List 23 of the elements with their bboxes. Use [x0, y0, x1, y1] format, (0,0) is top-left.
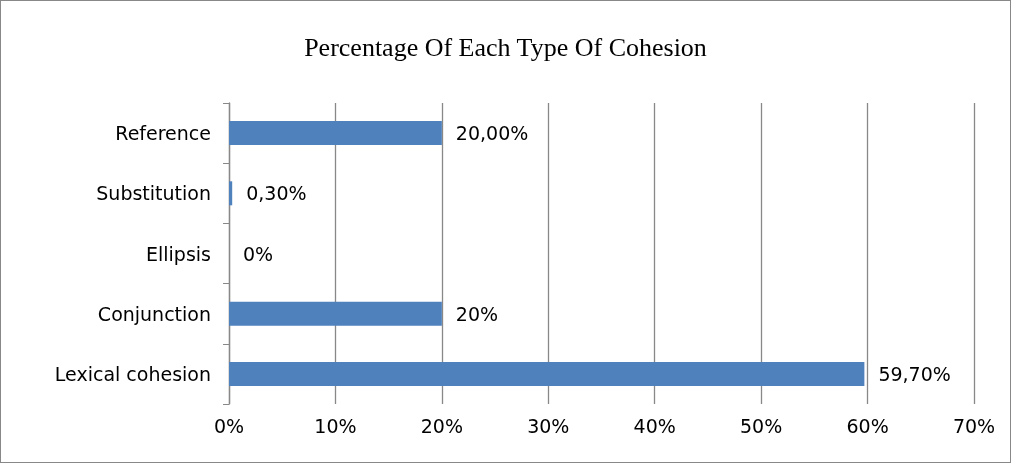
bar	[229, 181, 233, 206]
x-tick-label: 20%	[420, 414, 463, 437]
x-tick-label: 0%	[213, 414, 245, 437]
y-tick-label: Reference	[115, 122, 211, 145]
bar	[229, 361, 865, 386]
x-tick-label: 70%	[952, 414, 996, 437]
y-tick-label: Ellipsis	[146, 242, 211, 265]
x-tick-label: 60%	[846, 414, 889, 437]
data-label: 59,70%	[878, 362, 951, 385]
y-tick-label: Conjunction	[97, 302, 211, 325]
data-label: 0,30%	[246, 182, 307, 205]
y-tick-label: Substitution	[96, 182, 211, 205]
x-tick-label: 50%	[740, 414, 783, 437]
chart-title: Percentage Of Each Type Of Cohesion	[304, 32, 707, 62]
x-tick-label: 40%	[633, 414, 676, 437]
data-label: 20,00%	[455, 122, 529, 145]
y-tick-label: Lexical cohesion	[54, 362, 211, 385]
bar	[229, 301, 442, 326]
x-tick-label: 30%	[527, 414, 570, 437]
data-label: 0%	[243, 242, 274, 265]
bar	[229, 121, 442, 146]
data-label: 20%	[455, 302, 499, 325]
x-tick-label: 10%	[314, 414, 357, 437]
